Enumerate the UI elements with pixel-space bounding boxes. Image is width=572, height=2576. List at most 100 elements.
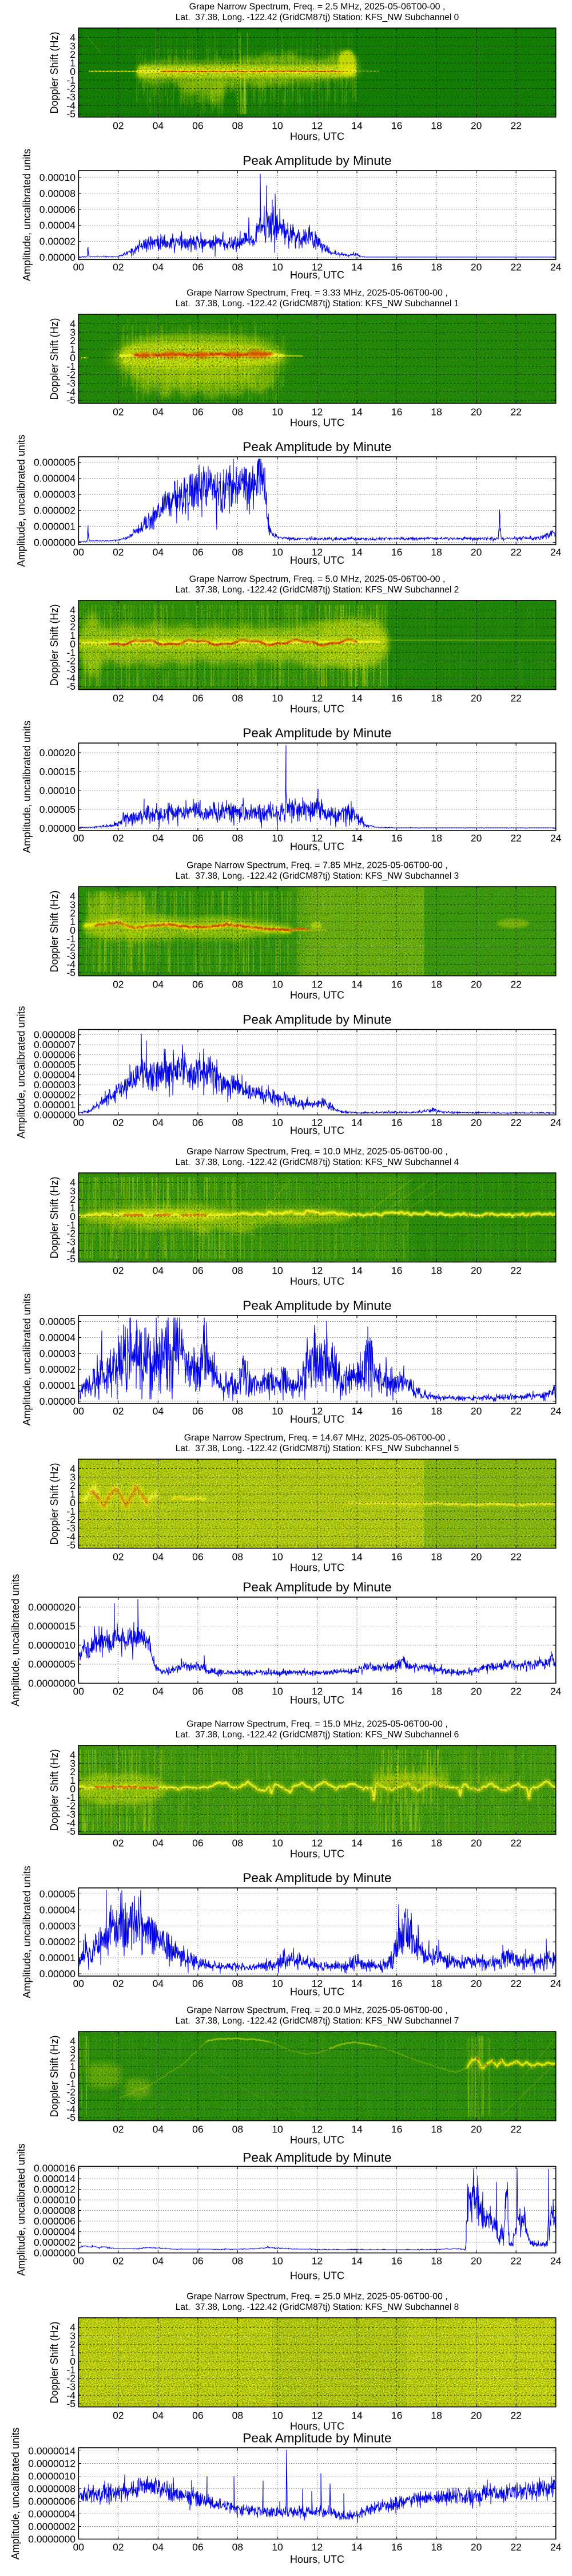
svg-text:0.00010: 0.00010 xyxy=(39,172,76,183)
svg-text:0.00001: 0.00001 xyxy=(39,1952,76,1963)
svg-text:0.000004: 0.000004 xyxy=(34,2226,76,2238)
svg-text:20: 20 xyxy=(471,2410,482,2421)
svg-text:4: 4 xyxy=(70,1463,76,1475)
svg-text:10: 10 xyxy=(272,2410,283,2421)
svg-text:12: 12 xyxy=(312,2542,323,2553)
svg-text:20: 20 xyxy=(471,979,482,990)
svg-text:12: 12 xyxy=(312,406,323,418)
svg-text:10: 10 xyxy=(272,547,283,558)
svg-text:12: 12 xyxy=(312,2255,323,2267)
svg-text:02: 02 xyxy=(113,693,124,704)
svg-text:04: 04 xyxy=(153,979,164,990)
svg-text:0.0000000: 0.0000000 xyxy=(28,2534,76,2545)
svg-text:08: 08 xyxy=(232,1117,243,1128)
svg-text:18: 18 xyxy=(431,262,442,273)
svg-text:Hours, UTC: Hours, UTC xyxy=(290,1562,344,1574)
svg-text:02: 02 xyxy=(113,1551,124,1563)
svg-text:Lat. 37.38, Long. -122.42 (Gr: Lat. 37.38, Long. -122.42 (GridCM87tj) S… xyxy=(176,13,459,22)
svg-text:Lat. 37.38, Long. -122.42 (Gr: Lat. 37.38, Long. -122.42 (GridCM87tj) S… xyxy=(176,585,459,595)
svg-text:-3: -3 xyxy=(66,1522,76,1534)
svg-text:1: 1 xyxy=(70,343,76,355)
svg-text:00: 00 xyxy=(73,2255,85,2267)
svg-text:0: 0 xyxy=(70,352,76,364)
svg-text:-1: -1 xyxy=(66,933,76,945)
svg-text:0.0000005: 0.0000005 xyxy=(28,1658,76,1670)
svg-text:Hours, UTC: Hours, UTC xyxy=(290,1694,344,1706)
svg-text:08: 08 xyxy=(232,2124,243,2135)
svg-text:14: 14 xyxy=(351,979,363,990)
svg-text:06: 06 xyxy=(192,2124,203,2135)
svg-text:0.0000000: 0.0000000 xyxy=(28,1678,76,1689)
svg-text:3: 3 xyxy=(70,2044,76,2055)
svg-text:2: 2 xyxy=(70,2338,76,2350)
svg-text:Amplitude, uncalibrated units: Amplitude, uncalibrated units xyxy=(15,434,27,567)
svg-text:06: 06 xyxy=(192,547,203,558)
svg-text:14: 14 xyxy=(351,1978,363,1989)
svg-text:3: 3 xyxy=(70,1757,76,1769)
svg-text:4: 4 xyxy=(70,1177,76,1188)
svg-text:Peak Amplitude by Minute: Peak Amplitude by Minute xyxy=(243,1580,391,1594)
svg-text:14: 14 xyxy=(351,693,363,704)
svg-text:10: 10 xyxy=(272,1117,283,1128)
svg-text:02: 02 xyxy=(113,2542,124,2553)
svg-text:0.00008: 0.00008 xyxy=(39,188,76,199)
svg-text:08: 08 xyxy=(232,979,243,990)
svg-text:24: 24 xyxy=(550,832,562,844)
svg-text:08: 08 xyxy=(232,2410,243,2421)
svg-text:14: 14 xyxy=(351,1686,363,1697)
svg-text:02: 02 xyxy=(113,979,124,990)
svg-text:04: 04 xyxy=(153,2124,164,2135)
svg-text:1: 1 xyxy=(70,1202,76,1214)
svg-text:1: 1 xyxy=(70,2347,76,2358)
svg-text:Lat. 37.38, Long. -122.42 (Gr: Lat. 37.38, Long. -122.42 (GridCM87tj) S… xyxy=(176,299,459,309)
svg-text:02: 02 xyxy=(113,2255,124,2267)
svg-text:Doppler Shift (Hz): Doppler Shift (Hz) xyxy=(49,1463,60,1544)
svg-text:00: 00 xyxy=(73,262,85,273)
svg-text:Peak Amplitude by Minute: Peak Amplitude by Minute xyxy=(243,2151,391,2165)
svg-text:14: 14 xyxy=(351,1838,363,1849)
svg-text:04: 04 xyxy=(153,120,164,132)
svg-text:14: 14 xyxy=(351,406,363,418)
svg-text:02: 02 xyxy=(113,2410,124,2421)
svg-text:08: 08 xyxy=(232,1265,243,1277)
svg-text:-5: -5 xyxy=(66,681,76,692)
svg-text:20: 20 xyxy=(471,1405,482,1417)
svg-text:-3: -3 xyxy=(66,378,76,389)
svg-text:04: 04 xyxy=(153,1265,164,1277)
svg-text:0.000008: 0.000008 xyxy=(34,1029,76,1041)
svg-text:20: 20 xyxy=(471,406,482,418)
svg-text:Lat. 37.38, Long. -122.42 (Gr: Lat. 37.38, Long. -122.42 (GridCM87tj) S… xyxy=(176,1730,459,1740)
svg-text:3: 3 xyxy=(70,2330,76,2341)
svg-text:Hours, UTC: Hours, UTC xyxy=(290,131,344,143)
svg-text:04: 04 xyxy=(153,1978,164,1989)
svg-text:Hours, UTC: Hours, UTC xyxy=(290,1986,344,1998)
svg-text:06: 06 xyxy=(192,693,203,704)
svg-text:0.000003: 0.000003 xyxy=(34,1079,76,1091)
svg-text:0.000000: 0.000000 xyxy=(34,1109,76,1121)
svg-text:0.00000: 0.00000 xyxy=(39,823,76,834)
svg-text:10: 10 xyxy=(272,2542,283,2553)
svg-text:10: 10 xyxy=(272,1686,283,1697)
svg-text:20: 20 xyxy=(471,1686,482,1697)
svg-text:-2: -2 xyxy=(66,942,76,953)
svg-text:0.000003: 0.000003 xyxy=(34,489,76,500)
svg-text:-1: -1 xyxy=(66,361,76,372)
svg-text:Hours, UTC: Hours, UTC xyxy=(290,1125,344,1136)
svg-text:3: 3 xyxy=(70,326,76,338)
svg-text:0: 0 xyxy=(70,2069,76,2081)
svg-text:0.000001: 0.000001 xyxy=(34,1099,76,1111)
svg-text:08: 08 xyxy=(232,1978,243,1989)
svg-text:16: 16 xyxy=(391,832,402,844)
svg-text:0.0000010: 0.0000010 xyxy=(28,2471,76,2482)
svg-text:Grape Narrow Spectrum, Freq. =: Grape Narrow Spectrum, Freq. = 14.67 MHz… xyxy=(184,1433,451,1443)
svg-text:02: 02 xyxy=(113,2124,124,2135)
svg-text:0.000008: 0.000008 xyxy=(34,2205,76,2217)
svg-text:20: 20 xyxy=(471,547,482,558)
svg-text:24: 24 xyxy=(550,1117,562,1128)
svg-text:16: 16 xyxy=(391,1405,402,1417)
svg-text:22: 22 xyxy=(510,2124,521,2135)
svg-text:06: 06 xyxy=(192,1405,203,1417)
svg-text:24: 24 xyxy=(550,1405,562,1417)
svg-text:12: 12 xyxy=(312,979,323,990)
svg-text:0.000016: 0.000016 xyxy=(34,2163,76,2174)
